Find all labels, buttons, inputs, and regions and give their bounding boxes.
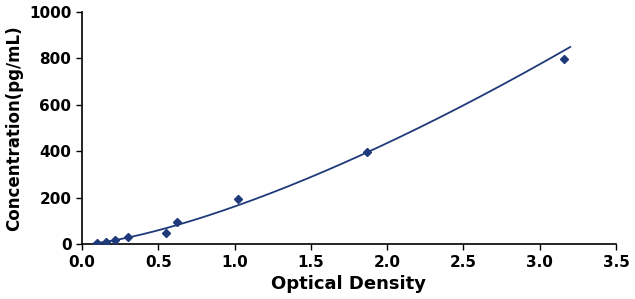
Y-axis label: Concentration(pg/mL): Concentration(pg/mL): [6, 25, 23, 231]
X-axis label: Optical Density: Optical Density: [271, 275, 427, 293]
